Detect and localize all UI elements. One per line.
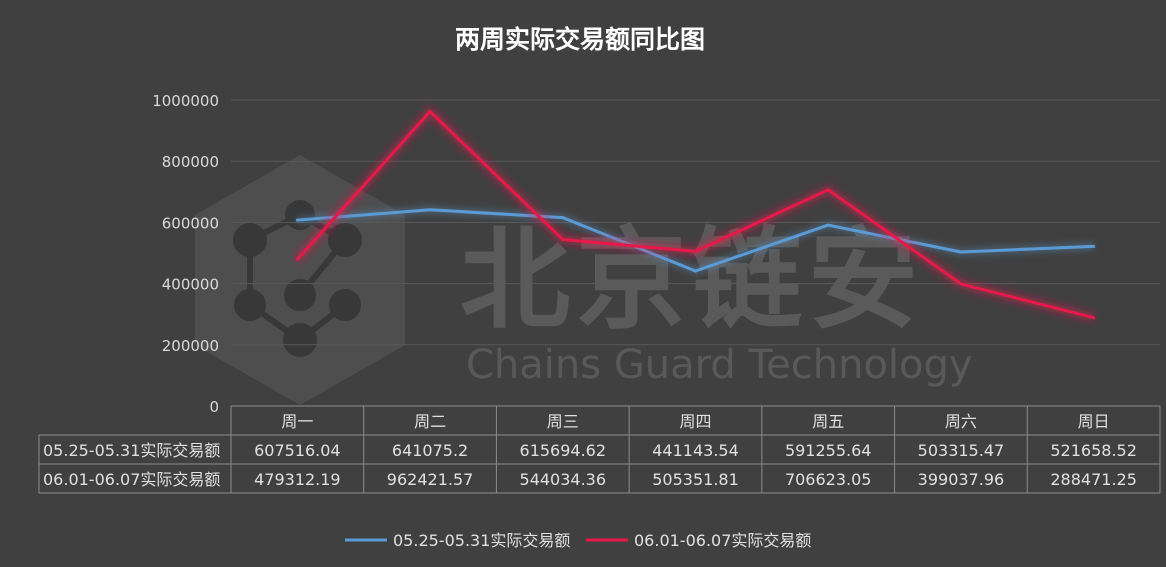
category-label: 周一 [281, 412, 313, 431]
table-value: 641075.2 [392, 441, 468, 460]
series-2-point [561, 238, 565, 242]
series-1-point [561, 216, 565, 220]
category-label: 周四 [679, 412, 711, 431]
legend-label-1: 05.25-05.31实际交易额 [393, 531, 570, 550]
table-value: 399037.96 [918, 470, 1005, 489]
gridlines [231, 99, 1160, 346]
y-tick-label: 1000000 [152, 92, 219, 110]
series-2-point [959, 282, 963, 286]
category-label: 周六 [945, 412, 977, 431]
series-1 [295, 205, 1096, 275]
table-series-name: 05.25-05.31实际交易额 [43, 441, 220, 460]
y-tick-label: 600000 [162, 214, 219, 232]
table-value: 615694.62 [520, 441, 607, 460]
watermark-name-cn: 北京链安 [460, 216, 924, 344]
table-value: 288471.25 [1050, 470, 1137, 489]
series-2-point [694, 249, 697, 253]
table-value: 479312.19 [254, 470, 341, 489]
table-value: 441143.54 [652, 441, 739, 460]
category-label: 周日 [1078, 412, 1110, 431]
y-tick-label: 200000 [162, 337, 219, 355]
chart-title: 两周实际交易额同比图 [455, 25, 705, 54]
series-1-point [1092, 244, 1096, 248]
watermark: 北京链安 Chains Guard Technology [195, 155, 973, 405]
category-label: 周二 [414, 412, 446, 431]
series-2-point [428, 109, 432, 113]
table-value: 706623.05 [785, 470, 872, 489]
y-tick-label: 0 [209, 398, 219, 416]
y-tick-label: 800000 [162, 153, 219, 171]
table-value: 505351.81 [652, 470, 739, 489]
series-2 [294, 107, 1096, 323]
table-value: 962421.57 [387, 470, 474, 489]
table-value: 521658.52 [1050, 441, 1137, 460]
data-table: 周一 周二 周三 周四 周五 周六 周日 05.25-05.31实际交易额 607516.04 6… [38, 405, 1161, 494]
series-1-point [826, 223, 830, 227]
watermark-name-en: Chains Guard Technology [466, 342, 973, 388]
series-2-point [826, 188, 830, 192]
series-2-point [1092, 316, 1096, 320]
watermark-network-icon [233, 200, 362, 357]
series-1-point [694, 269, 697, 273]
table-value: 591255.64 [785, 441, 872, 460]
series-2-point [295, 257, 299, 261]
series-lines [294, 107, 1096, 323]
series-1-point [295, 218, 299, 222]
table-value: 544034.36 [520, 470, 607, 489]
series-1-point [428, 208, 432, 212]
table-value: 607516.04 [254, 441, 341, 460]
legend: 05.25-05.31实际交易额 06.01-06.07实际交易额 [345, 531, 811, 550]
category-label: 周三 [547, 412, 579, 431]
y-axis: 0 200000 400000 600000 800000 1000000 [152, 92, 219, 416]
y-tick-label: 400000 [162, 276, 219, 294]
table-value: 503315.47 [918, 441, 1005, 460]
legend-label-2: 06.01-06.07实际交易额 [634, 531, 811, 550]
table-series-name: 06.01-06.07实际交易额 [43, 470, 220, 489]
series-1-point [959, 250, 963, 254]
category-label: 周五 [812, 412, 844, 431]
